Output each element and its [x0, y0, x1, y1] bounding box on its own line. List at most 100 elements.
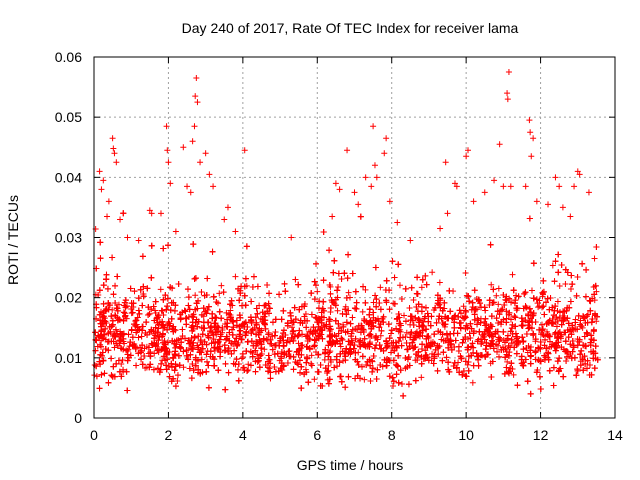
data-point — [269, 333, 276, 340]
data-point — [189, 327, 196, 334]
data-point — [376, 324, 383, 331]
data-point — [480, 333, 487, 340]
data-point — [318, 309, 325, 316]
data-point — [104, 285, 111, 292]
data-point — [352, 356, 359, 363]
data-point — [481, 330, 488, 337]
data-point — [483, 321, 490, 328]
data-point — [203, 351, 210, 358]
data-point — [401, 312, 408, 319]
data-point — [389, 374, 396, 381]
data-point — [210, 293, 217, 300]
data-point — [395, 338, 402, 345]
data-point — [455, 313, 462, 320]
data-point — [116, 368, 123, 375]
data-point — [500, 292, 507, 299]
data-point — [334, 363, 341, 370]
data-point — [375, 318, 382, 325]
data-point — [394, 362, 401, 369]
data-point — [216, 343, 223, 350]
data-point — [564, 327, 571, 334]
data-point — [390, 378, 397, 385]
data-point — [475, 356, 482, 363]
data-point — [321, 356, 328, 363]
data-point — [371, 345, 378, 352]
data-point — [430, 360, 437, 367]
data-point — [180, 348, 187, 355]
data-point — [558, 321, 565, 328]
data-point — [221, 342, 228, 349]
data-point — [460, 303, 467, 310]
data-point — [346, 346, 353, 353]
data-point — [160, 324, 167, 331]
data-point — [325, 380, 332, 387]
data-point — [551, 331, 558, 338]
data-point — [174, 372, 181, 379]
data-point — [564, 353, 571, 360]
data-point — [166, 373, 173, 380]
data-point — [162, 292, 169, 299]
data-point — [325, 353, 332, 360]
data-point — [208, 323, 215, 330]
data-point — [373, 342, 380, 349]
data-point — [168, 378, 175, 385]
data-point — [261, 302, 268, 309]
data-point — [411, 344, 418, 351]
data-point — [100, 357, 107, 364]
data-point — [355, 362, 362, 369]
data-point — [91, 361, 98, 368]
data-point — [365, 332, 372, 339]
data-point — [345, 373, 352, 380]
data-point — [255, 326, 262, 333]
data-point — [539, 304, 546, 311]
data-point — [298, 385, 305, 392]
data-point — [540, 303, 547, 310]
data-point — [303, 359, 310, 366]
data-point — [322, 346, 329, 353]
data-point — [508, 360, 515, 367]
data-point — [100, 300, 107, 307]
data-point — [594, 313, 601, 320]
data-point — [348, 333, 355, 340]
data-point — [350, 345, 357, 352]
data-point — [425, 318, 432, 325]
data-point — [349, 314, 356, 321]
data-point — [555, 339, 562, 346]
data-point — [445, 344, 452, 351]
data-point — [455, 343, 462, 350]
data-point — [462, 308, 469, 315]
data-point — [403, 339, 410, 346]
data-point — [151, 317, 158, 324]
data-point — [414, 352, 421, 359]
data-point — [232, 361, 239, 368]
data-point — [102, 336, 109, 343]
data-point — [349, 270, 356, 277]
data-point — [185, 302, 192, 309]
data-point — [188, 335, 195, 342]
data-point — [422, 272, 429, 279]
data-point — [258, 350, 265, 357]
data-point — [117, 331, 124, 338]
data-point — [320, 298, 327, 305]
data-point — [145, 344, 152, 351]
data-point — [469, 340, 476, 347]
data-point — [529, 319, 536, 326]
data-point — [532, 336, 539, 343]
data-point — [304, 317, 311, 324]
data-point — [195, 346, 202, 353]
data-point — [148, 274, 155, 281]
data-point — [540, 331, 547, 338]
data-point — [115, 301, 122, 308]
data-point — [471, 316, 478, 323]
data-point — [370, 299, 377, 306]
data-point — [473, 350, 480, 357]
data-point — [284, 322, 291, 329]
data-point — [465, 358, 472, 365]
data-point — [404, 363, 411, 370]
data-point — [482, 346, 489, 353]
data-point — [197, 370, 204, 377]
data-point — [527, 344, 534, 351]
data-point — [575, 312, 582, 319]
data-point — [505, 342, 512, 349]
data-point — [327, 305, 334, 312]
